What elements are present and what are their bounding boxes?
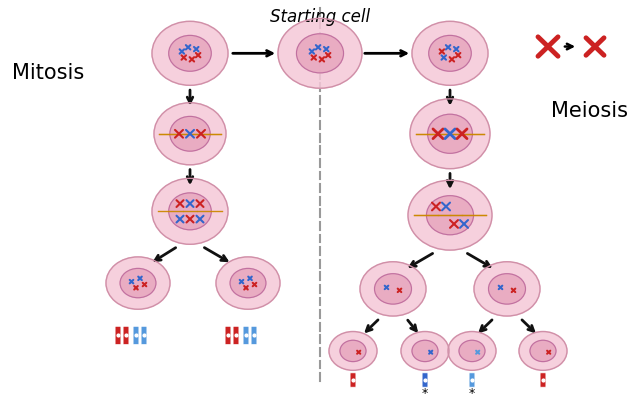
Ellipse shape bbox=[428, 114, 472, 153]
Ellipse shape bbox=[459, 340, 485, 362]
Ellipse shape bbox=[170, 116, 210, 151]
Ellipse shape bbox=[408, 180, 492, 250]
FancyBboxPatch shape bbox=[225, 326, 231, 344]
Ellipse shape bbox=[360, 262, 426, 316]
Ellipse shape bbox=[230, 268, 266, 298]
Text: Starting cell: Starting cell bbox=[270, 8, 370, 26]
Ellipse shape bbox=[530, 340, 556, 362]
Ellipse shape bbox=[154, 103, 226, 165]
Ellipse shape bbox=[169, 193, 211, 230]
Ellipse shape bbox=[169, 36, 211, 71]
FancyBboxPatch shape bbox=[123, 326, 129, 344]
Ellipse shape bbox=[152, 178, 228, 244]
Ellipse shape bbox=[152, 21, 228, 85]
FancyBboxPatch shape bbox=[141, 326, 147, 344]
Ellipse shape bbox=[448, 332, 496, 370]
FancyBboxPatch shape bbox=[540, 373, 546, 387]
FancyBboxPatch shape bbox=[133, 326, 139, 344]
Ellipse shape bbox=[429, 36, 471, 71]
Ellipse shape bbox=[374, 274, 412, 304]
Ellipse shape bbox=[488, 274, 525, 304]
FancyBboxPatch shape bbox=[233, 326, 239, 344]
FancyBboxPatch shape bbox=[243, 326, 249, 344]
Ellipse shape bbox=[426, 196, 474, 235]
FancyBboxPatch shape bbox=[469, 373, 475, 387]
Text: Meiosis: Meiosis bbox=[551, 102, 628, 122]
Ellipse shape bbox=[412, 340, 438, 362]
Text: *: * bbox=[469, 387, 475, 400]
FancyBboxPatch shape bbox=[115, 326, 121, 344]
Ellipse shape bbox=[329, 332, 377, 370]
Ellipse shape bbox=[216, 257, 280, 309]
Ellipse shape bbox=[106, 257, 170, 309]
FancyBboxPatch shape bbox=[251, 326, 257, 344]
Text: Mitosis: Mitosis bbox=[12, 63, 84, 83]
Ellipse shape bbox=[474, 262, 540, 316]
Ellipse shape bbox=[412, 21, 488, 85]
Ellipse shape bbox=[296, 34, 344, 73]
FancyBboxPatch shape bbox=[350, 373, 356, 387]
Ellipse shape bbox=[519, 332, 567, 370]
FancyBboxPatch shape bbox=[422, 373, 428, 387]
Ellipse shape bbox=[120, 268, 156, 298]
Ellipse shape bbox=[410, 99, 490, 169]
Ellipse shape bbox=[340, 340, 366, 362]
Ellipse shape bbox=[278, 18, 362, 88]
Ellipse shape bbox=[401, 332, 449, 370]
Text: *: * bbox=[422, 387, 428, 400]
